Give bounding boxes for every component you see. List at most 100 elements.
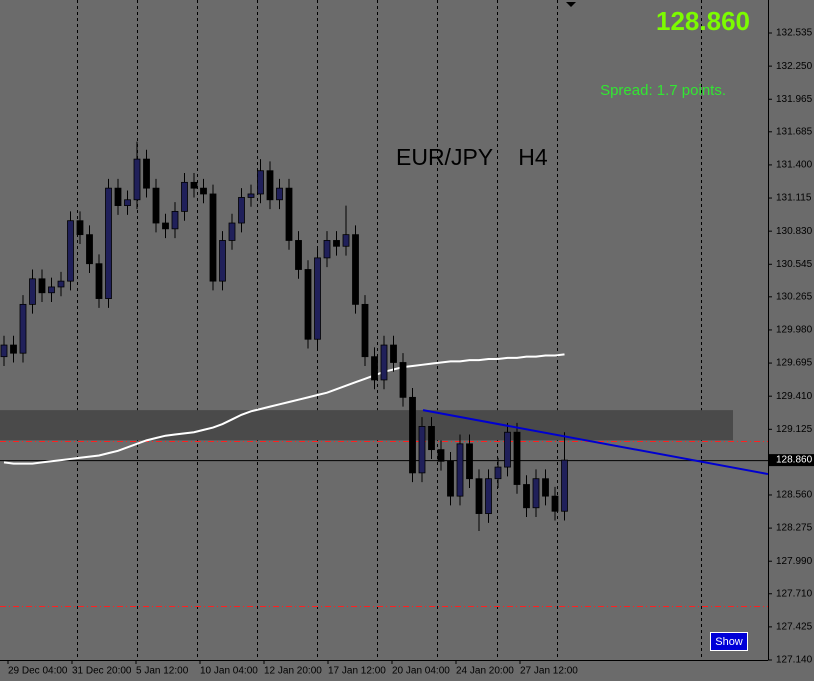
y-tick-label: 130.265	[776, 291, 813, 302]
y-tick-label: 127.990	[776, 556, 813, 567]
candle-body	[361, 303, 369, 358]
candle-body	[494, 466, 502, 480]
y-tick-label: 127.710	[776, 588, 813, 599]
candle-body	[200, 187, 207, 195]
candle-body	[447, 460, 454, 497]
candle-body	[57, 280, 65, 288]
candle-body	[428, 426, 435, 451]
y-tick-label: 129.410	[776, 391, 813, 402]
candle-body	[437, 449, 445, 462]
candle-body	[162, 222, 169, 230]
shift-marker	[566, 2, 576, 7]
candle-body	[181, 181, 188, 212]
candle-body	[171, 210, 179, 230]
y-tick-label: 128.560	[776, 490, 813, 501]
candle-body	[532, 478, 540, 509]
candle-body	[209, 193, 217, 282]
candle-body	[228, 222, 236, 241]
candle-body	[551, 495, 559, 512]
candle-body	[523, 484, 530, 509]
candle-body	[513, 431, 521, 485]
candle-body	[466, 443, 473, 480]
y-tick-label: 131.115	[776, 193, 812, 204]
candle-body	[219, 240, 226, 282]
y-tick-label: 131.400	[776, 160, 813, 171]
candle-body	[114, 187, 122, 206]
candle-body	[38, 278, 46, 294]
candle-body	[67, 220, 74, 282]
y-tick-label: 130.545	[776, 259, 813, 270]
candle-body	[19, 303, 27, 354]
x-tick-label: 27 Jan 12:00	[520, 666, 578, 677]
candle-body	[475, 478, 483, 514]
candle-body	[124, 199, 131, 206]
y-tick-label: 129.125	[776, 424, 813, 435]
candle-body	[257, 170, 264, 195]
candle-body	[390, 344, 397, 363]
y-tick-label: 127.140	[776, 655, 813, 666]
candle-body	[143, 158, 150, 189]
y-tick-label: 129.695	[776, 358, 813, 369]
candle-body	[352, 234, 359, 305]
candle-body	[409, 396, 416, 474]
spread-text: Spread: 1.7 points.	[600, 82, 726, 99]
trendline	[422, 409, 769, 476]
y-tick-label: 132.535	[776, 28, 813, 39]
x-tick-label: 17 Jan 12:00	[328, 666, 386, 677]
candle-body	[276, 187, 283, 201]
candle-body	[105, 187, 112, 299]
y-tick-label: 129.980	[776, 325, 813, 336]
y-tick-label: 128.275	[776, 523, 813, 534]
candle-body	[285, 187, 293, 241]
y-tick-label: 127.425	[776, 622, 813, 633]
x-tick-label: 31 Dec 20:00	[72, 666, 132, 677]
candle-body	[295, 240, 302, 270]
candle-body	[418, 426, 426, 474]
x-tick-label: 12 Jan 20:00	[264, 666, 322, 677]
y-tick-label: 131.965	[776, 94, 813, 105]
x-tick-label: 10 Jan 04:00	[200, 666, 258, 677]
candle-body	[371, 356, 378, 381]
candle-body	[561, 459, 568, 512]
x-tick-label: 29 Dec 04:00	[8, 666, 68, 677]
candle-body	[238, 197, 245, 224]
y-tick-label: 132.250	[776, 61, 813, 72]
candle-body	[190, 181, 198, 189]
zone	[0, 410, 733, 441]
candle-body	[266, 170, 274, 201]
symbol-title: EUR/JPY H4	[396, 144, 548, 170]
candle-body	[399, 362, 407, 398]
candle-body	[542, 478, 549, 497]
candle-body	[304, 269, 312, 340]
candle-body	[380, 344, 388, 381]
candle-body	[0, 344, 8, 358]
candle-body	[29, 278, 36, 305]
candle-body	[10, 344, 17, 354]
x-tick-label: 20 Jan 04:00	[392, 666, 450, 677]
candle-body	[86, 234, 93, 265]
x-tick-label: 5 Jan 12:00	[136, 666, 189, 677]
candle-body	[48, 286, 55, 294]
candle-body	[133, 158, 141, 201]
bid-label: 128.860	[776, 455, 813, 466]
x-tick-label: 24 Jan 20:00	[456, 666, 514, 677]
candle-body	[314, 257, 321, 340]
show-button[interactable]: Show	[710, 632, 748, 651]
candle-body	[152, 187, 160, 224]
candle-body	[485, 478, 492, 514]
candle-body	[342, 234, 350, 247]
candle-body	[333, 240, 340, 247]
candle-body	[247, 193, 255, 198]
candle-body	[76, 220, 84, 236]
y-tick-label: 131.685	[776, 126, 813, 137]
bid-label-box	[769, 454, 814, 467]
bid-price: 128.860	[656, 6, 750, 36]
candle-body	[456, 443, 464, 497]
candle-body	[323, 240, 331, 259]
moving-average	[3, 353, 565, 465]
y-tick-label: 130.830	[776, 226, 813, 237]
candle-body	[504, 431, 511, 468]
